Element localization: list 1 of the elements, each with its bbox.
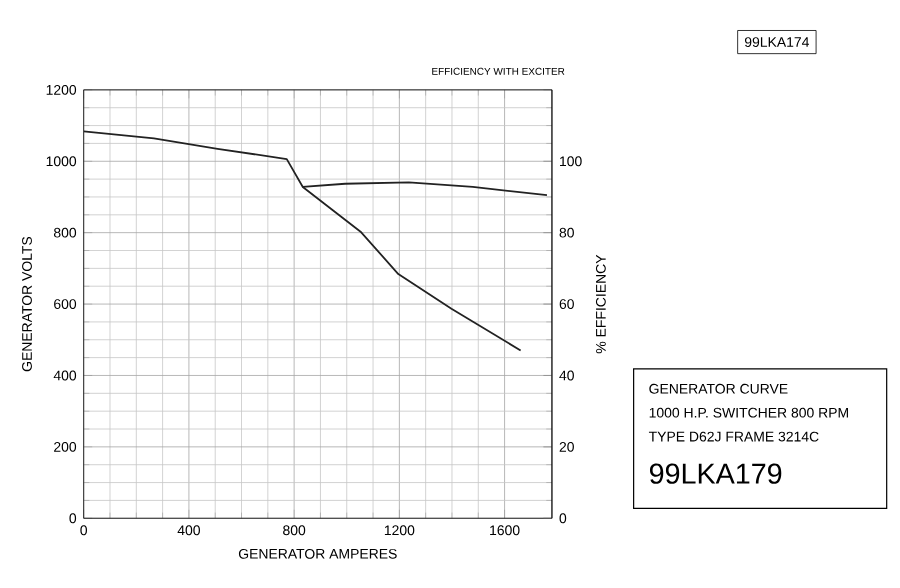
text: 99LKA179	[649, 463, 782, 484]
